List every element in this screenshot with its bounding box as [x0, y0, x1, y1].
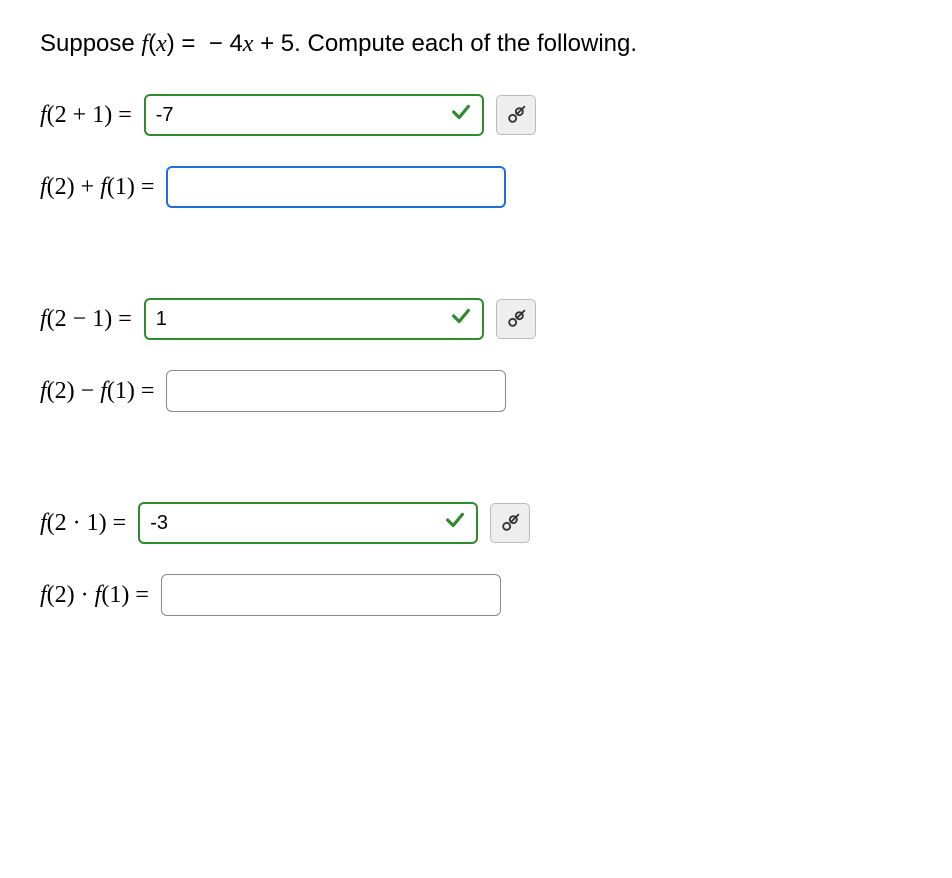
- prompt-post: . Compute each of the following.: [294, 30, 637, 57]
- question-row: f(2 − 1) = 1: [40, 298, 922, 340]
- answer-input[interactable]: [166, 370, 506, 412]
- prompt-func-x: x: [156, 31, 167, 57]
- prompt-func-f: f: [141, 31, 148, 57]
- expr-label: f(2) + f(1) =: [40, 174, 154, 201]
- answer-value: 1: [156, 308, 167, 331]
- answer-input[interactable]: 1: [144, 298, 484, 340]
- check-icon: [450, 305, 472, 333]
- expr-label: f(2) · f(1) =: [40, 582, 149, 609]
- check-icon: [444, 509, 466, 537]
- preview-button[interactable]: [496, 95, 536, 135]
- question-row: f(2 + 1) = -7: [40, 94, 922, 136]
- link-icon: [506, 105, 526, 125]
- preview-button[interactable]: [490, 503, 530, 543]
- answer-input[interactable]: [166, 166, 506, 208]
- check-icon: [450, 101, 472, 129]
- preview-button[interactable]: [496, 299, 536, 339]
- expr-label: f(2 − 1) =: [40, 306, 132, 333]
- expr-label: f(2 · 1) =: [40, 510, 126, 537]
- question-row: f(2) · f(1) =: [40, 574, 922, 616]
- answer-input[interactable]: [161, 574, 501, 616]
- question-row: f(2 · 1) = -3: [40, 502, 922, 544]
- answer-input[interactable]: -7: [144, 94, 484, 136]
- link-icon: [506, 309, 526, 329]
- answer-input[interactable]: -3: [138, 502, 478, 544]
- expr-label: f(2 + 1) =: [40, 102, 132, 129]
- expr-label: f(2) − f(1) =: [40, 378, 154, 405]
- question-row: f(2) + f(1) =: [40, 166, 922, 208]
- prompt-text: Suppose f(x) = − 4x + 5. Compute each of…: [40, 30, 922, 58]
- answer-value: -7: [156, 104, 174, 127]
- question-row: f(2) − f(1) =: [40, 370, 922, 412]
- link-icon: [500, 513, 520, 533]
- answer-value: -3: [150, 512, 168, 535]
- prompt-pre: Suppose: [40, 30, 141, 57]
